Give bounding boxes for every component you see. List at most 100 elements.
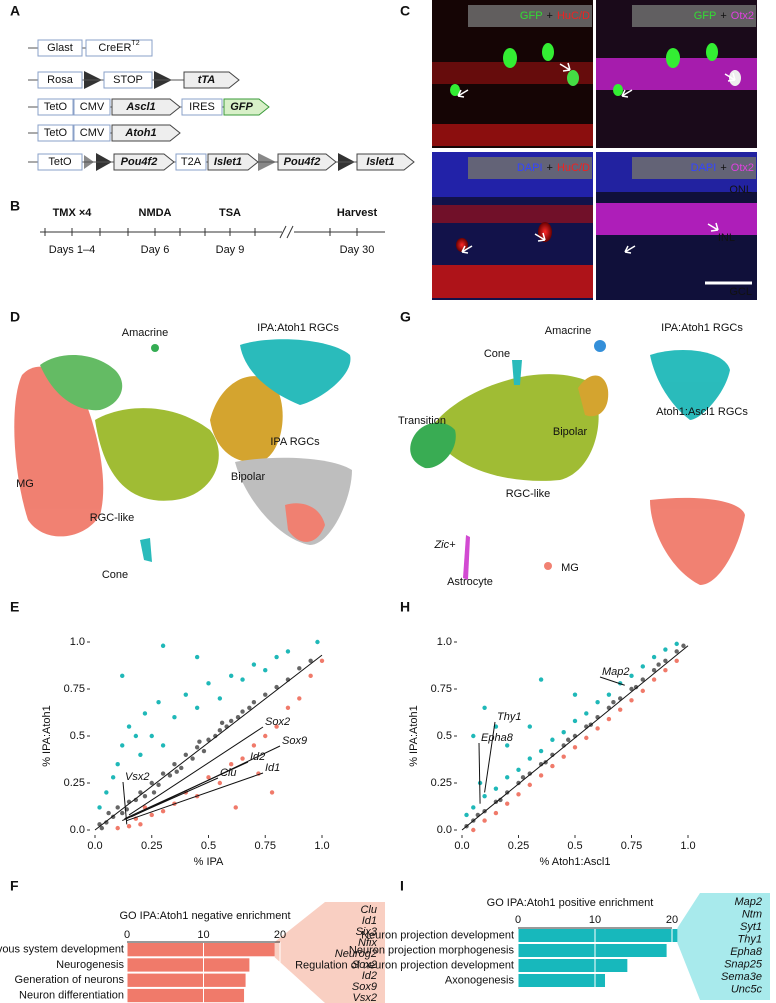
point — [471, 733, 476, 739]
point — [663, 668, 668, 673]
construct-gene — [207, 153, 259, 171]
bar — [127, 943, 275, 957]
construct-label: Islet1 — [366, 156, 394, 168]
construct-text: tTA — [198, 74, 216, 86]
construct-gene — [113, 153, 175, 171]
layer-label: GCL — [729, 286, 752, 298]
point — [297, 696, 302, 701]
point — [595, 699, 600, 705]
panel-label: H — [400, 599, 410, 615]
fit-line — [461, 645, 689, 831]
gene-panel — [677, 893, 770, 1000]
cluster-label: Cone — [484, 348, 510, 360]
inset-title: IPA RGCs — [270, 436, 320, 448]
point — [206, 737, 211, 742]
point — [315, 639, 320, 645]
label-part: Otx2 — [731, 10, 754, 22]
point — [110, 775, 116, 780]
construct-box — [37, 153, 83, 171]
gene: Sema3e — [721, 971, 762, 983]
cluster-label: Amacrine — [545, 325, 591, 337]
y-tick-label: 0.0 — [437, 824, 452, 836]
point — [538, 762, 544, 767]
point — [516, 780, 521, 786]
point — [263, 733, 268, 739]
panel-label: F — [10, 878, 19, 894]
label-part: Otx2 — [731, 162, 754, 174]
annotation: Vsx2 — [125, 771, 149, 783]
category-label: Neuron projection morphogenesis — [349, 944, 515, 956]
construct-label: Atoh1 — [124, 127, 156, 139]
bar — [518, 974, 606, 987]
construct-gene — [111, 98, 181, 116]
point — [520, 775, 526, 780]
point — [505, 743, 510, 748]
point — [138, 790, 143, 795]
label-part: + — [720, 10, 726, 22]
point — [126, 724, 132, 729]
cluster-label: Transition — [398, 415, 446, 427]
category-label: Generation of neurons — [15, 974, 125, 986]
gene-panel — [274, 902, 385, 1003]
annotation-line — [599, 676, 625, 686]
construct-text: Ascl1 — [125, 101, 155, 113]
point — [572, 692, 578, 697]
construct-box — [73, 98, 111, 116]
bar — [518, 944, 667, 957]
point — [217, 696, 223, 701]
annotation-line — [128, 726, 264, 816]
point — [142, 793, 148, 799]
gene: Unc5c — [731, 983, 763, 995]
construct-text: STOP — [113, 74, 143, 86]
construct-text: TetO — [48, 156, 72, 168]
point — [183, 752, 188, 757]
cluster-label: Bipolar — [231, 471, 266, 483]
label-part: DAPI — [517, 162, 543, 174]
cluster-label: RGC-like — [90, 512, 135, 524]
point — [629, 698, 634, 703]
point — [219, 720, 225, 726]
chart-title: GO IPA:Atoh1 negative enrichment — [120, 910, 291, 922]
construct-label: IRES — [189, 101, 215, 113]
point — [566, 737, 571, 742]
x-axis-label: % Atoh1:Ascl1 — [540, 856, 611, 868]
point — [606, 716, 612, 722]
y-tick-label: 0.0 — [70, 824, 85, 836]
x-tick-label: 0 — [124, 929, 130, 941]
panel-label: E — [10, 599, 19, 615]
event-day: Days 1–4 — [49, 244, 95, 256]
point — [229, 673, 234, 679]
point — [561, 754, 566, 759]
micrographs — [432, 0, 757, 300]
point — [194, 745, 200, 750]
construct-label: CreERT2 — [98, 40, 139, 54]
point — [274, 684, 279, 690]
micrograph-label: DAPI + HuC/D — [517, 162, 590, 174]
bar — [518, 959, 628, 972]
panel-label: C — [400, 3, 410, 19]
superscript: T2 — [131, 40, 139, 47]
point — [274, 724, 279, 729]
construct-gene — [183, 71, 240, 89]
point — [233, 805, 238, 810]
point — [156, 782, 161, 788]
panel-label: A — [10, 3, 20, 19]
cluster-label: Astrocyte — [447, 576, 493, 588]
event-label: NMDA — [139, 207, 172, 219]
point — [663, 658, 668, 663]
gene: Thy1 — [738, 933, 762, 945]
construct-label: STOP — [113, 74, 143, 86]
panel-label: G — [400, 309, 411, 325]
gene: Nfix — [358, 937, 377, 949]
point — [651, 668, 657, 673]
point — [240, 756, 245, 761]
point — [97, 805, 102, 810]
category-label: Neuron differentiation — [19, 989, 124, 1001]
panel-label: D — [10, 309, 20, 325]
point — [629, 686, 634, 692]
point — [640, 664, 645, 669]
y-tick-label: 0.25 — [431, 777, 452, 789]
cluster-label: RGC-like — [506, 488, 551, 500]
cluster-label: MG — [561, 562, 579, 574]
